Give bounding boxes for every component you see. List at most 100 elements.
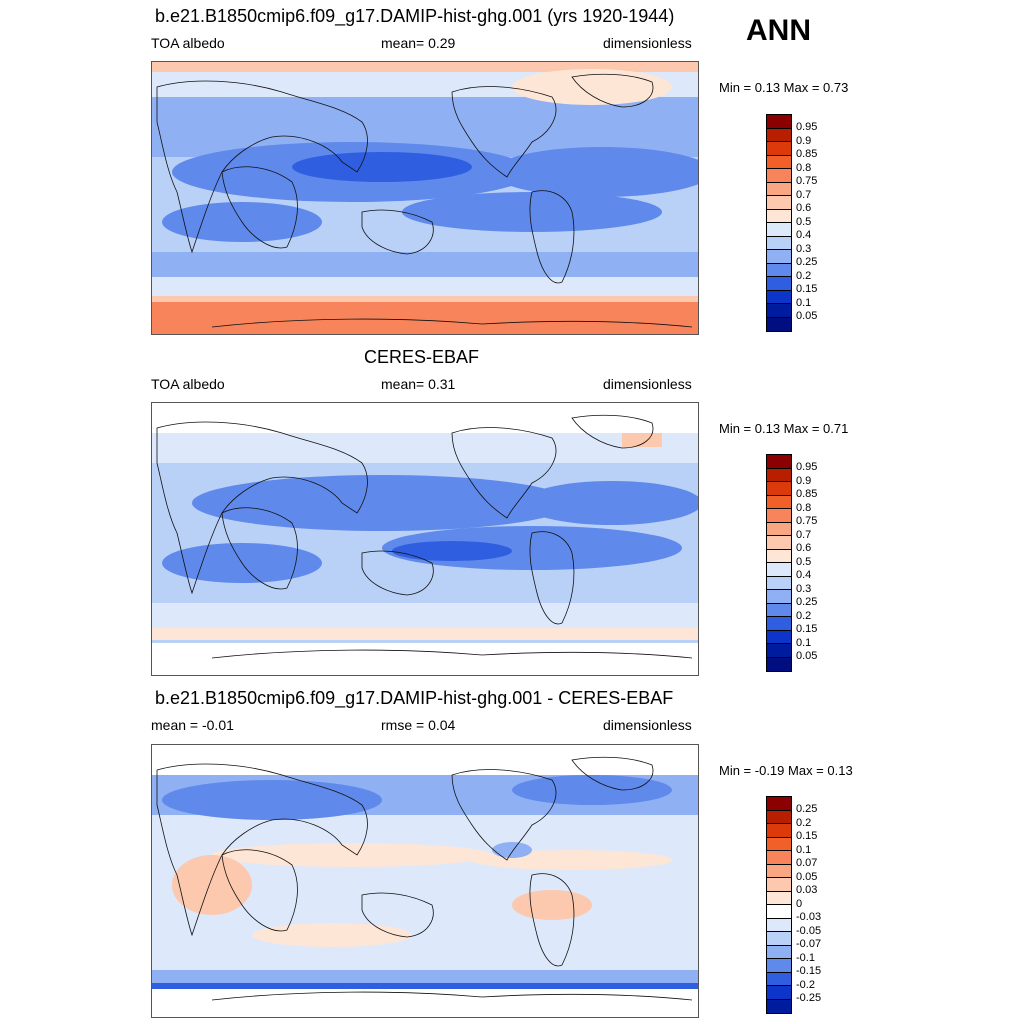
colorbar-tick-label: 0.2 — [796, 816, 812, 829]
panel-1-units-label: dimensionless — [603, 35, 692, 51]
panel-1-colorbar-cell — [767, 142, 791, 156]
colorbar-tick-label: 0.5 — [796, 215, 812, 228]
panel-2-mean-label: mean= 0.31 — [381, 376, 456, 392]
colorbar-tick-label: -0.1 — [796, 951, 815, 964]
panel-1-colorbar-cell — [767, 290, 791, 304]
colorbar-tick-label: -0.03 — [796, 911, 822, 923]
colorbar-tick-label: 0.6 — [796, 202, 812, 214]
colorbar-tick-label: 0.3 — [796, 582, 812, 595]
panel-3-units-label: dimensionless — [603, 717, 692, 733]
colorbar-tick-label: -0.15 — [796, 965, 822, 977]
panel-2-colorbar-cell — [767, 482, 791, 496]
colorbar-tick-label: 0.3 — [796, 242, 812, 255]
panel-1-colorbar-cell — [767, 196, 791, 210]
panel-1-colorbar-cell — [767, 317, 791, 331]
colorbar-tick-label: 0.2 — [796, 269, 812, 282]
panel-2-variable-label: TOA albedo — [151, 376, 225, 392]
colorbar-tick-label: 0.95 — [796, 461, 818, 473]
panel-3-colorbar — [766, 796, 792, 1014]
panel-2-map — [151, 402, 699, 676]
panel-2-colorbar-cell — [767, 644, 791, 658]
panel-1-colorbar-cell — [767, 277, 791, 291]
panel-3-title: b.e21.B1850cmip6.f09_g17.DAMIP-hist-ghg.… — [155, 688, 674, 708]
panel-2-colorbar-cell — [767, 563, 791, 577]
panel-2-colorbar-cell — [767, 657, 791, 671]
colorbar-tick-label: 0.9 — [796, 474, 812, 487]
panel-3-colorbar-cell — [767, 810, 791, 824]
panel-2-colorbar-cell — [767, 576, 791, 590]
colorbar-tick-label: 0.25 — [796, 803, 818, 815]
panel-2-minmax: Min = 0.13 Max = 0.71 — [719, 421, 849, 436]
panel-1-colorbar-cell — [767, 115, 791, 129]
colorbar-tick-label: 0.1 — [796, 843, 812, 856]
panel-1-colorbar-cell — [767, 209, 791, 223]
colorbar-tick-label: 0.5 — [796, 555, 812, 568]
panel-3-colorbar-cell — [767, 878, 791, 892]
colorbar-tick-label: -0.07 — [796, 938, 822, 950]
panel-3-colorbar-cell — [767, 851, 791, 865]
panel-3-rmse-label: rmse = 0.04 — [381, 717, 456, 733]
colorbar-tick-label: 0.8 — [796, 501, 812, 514]
panel-2-colorbar-cell — [767, 495, 791, 509]
panel-1-mean-label: mean= 0.29 — [381, 35, 456, 51]
panel-2-colorbar-cell — [767, 603, 791, 617]
colorbar-tick-label: 0.07 — [796, 857, 818, 869]
panel-3-colorbar-cell — [767, 824, 791, 838]
panel-3-colorbar-cell — [767, 932, 791, 946]
colorbar-tick-label: 0.25 — [796, 596, 818, 608]
panel-3-colorbar-cell — [767, 891, 791, 905]
panel-2-colorbar-cell — [767, 590, 791, 604]
colorbar-tick-label: 0.03 — [796, 884, 818, 896]
panel-3-colorbar-cell — [767, 959, 791, 973]
colorbar-tick-label: 0.1 — [796, 636, 812, 649]
panel-3-minmax: Min = -0.19 Max = 0.13 — [719, 763, 853, 778]
panel-3-colorbar-cell — [767, 864, 791, 878]
colorbar-tick-label: 0.7 — [796, 188, 812, 201]
panel-1-colorbar-cell — [767, 128, 791, 142]
panel-1-colorbar-cell — [767, 236, 791, 250]
colorbar-tick-label: 0.15 — [796, 830, 818, 842]
panel-2-colorbar-cell — [767, 455, 791, 469]
colorbar-tick-label: 0.85 — [796, 148, 818, 160]
colorbar-tick-label: 0.4 — [796, 229, 812, 241]
panel-2-colorbar-cell — [767, 536, 791, 550]
colorbar-tick-label: -0.2 — [796, 978, 815, 991]
panel-3-colorbar-cell — [767, 986, 791, 1000]
colorbar-tick-label: -0.25 — [796, 992, 822, 1004]
panel-3-colorbar-cell — [767, 945, 791, 959]
panel-3-colorbar-cell — [767, 999, 791, 1013]
panel-1-variable-label: TOA albedo — [151, 35, 225, 51]
panel-3-colorbar-cell — [767, 918, 791, 932]
panel-1-map-plot — [152, 62, 698, 334]
panel-1-colorbar-cell — [767, 223, 791, 237]
colorbar-tick-label: 0.25 — [796, 256, 818, 268]
colorbar-tick-label: 0.15 — [796, 623, 818, 635]
panel-1-colorbar — [766, 114, 792, 332]
colorbar-tick-label: 0.75 — [796, 515, 818, 527]
panel-2-colorbar-cell — [767, 522, 791, 536]
panel-2-colorbar-cell — [767, 509, 791, 523]
panel-2-colorbar-cell — [767, 468, 791, 482]
colorbar-tick-label: 0 — [796, 897, 803, 910]
colorbar-tick-label: 0.8 — [796, 161, 812, 174]
panel-2-units-label: dimensionless — [603, 376, 692, 392]
panel-1-colorbar-cell — [767, 304, 791, 318]
panel-2-title: CERES-EBAF — [364, 347, 480, 367]
panel-3-colorbar-cell — [767, 837, 791, 851]
panel-1-colorbar-cell — [767, 169, 791, 183]
panel-1-colorbar-cell — [767, 263, 791, 277]
panel-3-map-plot — [152, 745, 698, 1017]
colorbar-tick-label: 0.05 — [796, 310, 818, 322]
colorbar-tick-label: 0.7 — [796, 528, 812, 541]
panel-1-colorbar-cell — [767, 182, 791, 196]
season-label: ANN — [746, 14, 811, 47]
panel-3-map — [151, 744, 699, 1018]
colorbar-tick-label: 0.05 — [796, 870, 818, 883]
colorbar-tick-label: 0.4 — [796, 569, 812, 581]
panel-1-title: b.e21.B1850cmip6.f09_g17.DAMIP-hist-ghg.… — [155, 6, 675, 26]
colorbar-tick-label: 0.85 — [796, 488, 818, 500]
panel-3-mean-label: mean = -0.01 — [151, 717, 234, 733]
panel-1-map — [151, 61, 699, 335]
panel-1-minmax: Min = 0.13 Max = 0.73 — [719, 80, 849, 95]
panel-3-colorbar-cell — [767, 797, 791, 811]
